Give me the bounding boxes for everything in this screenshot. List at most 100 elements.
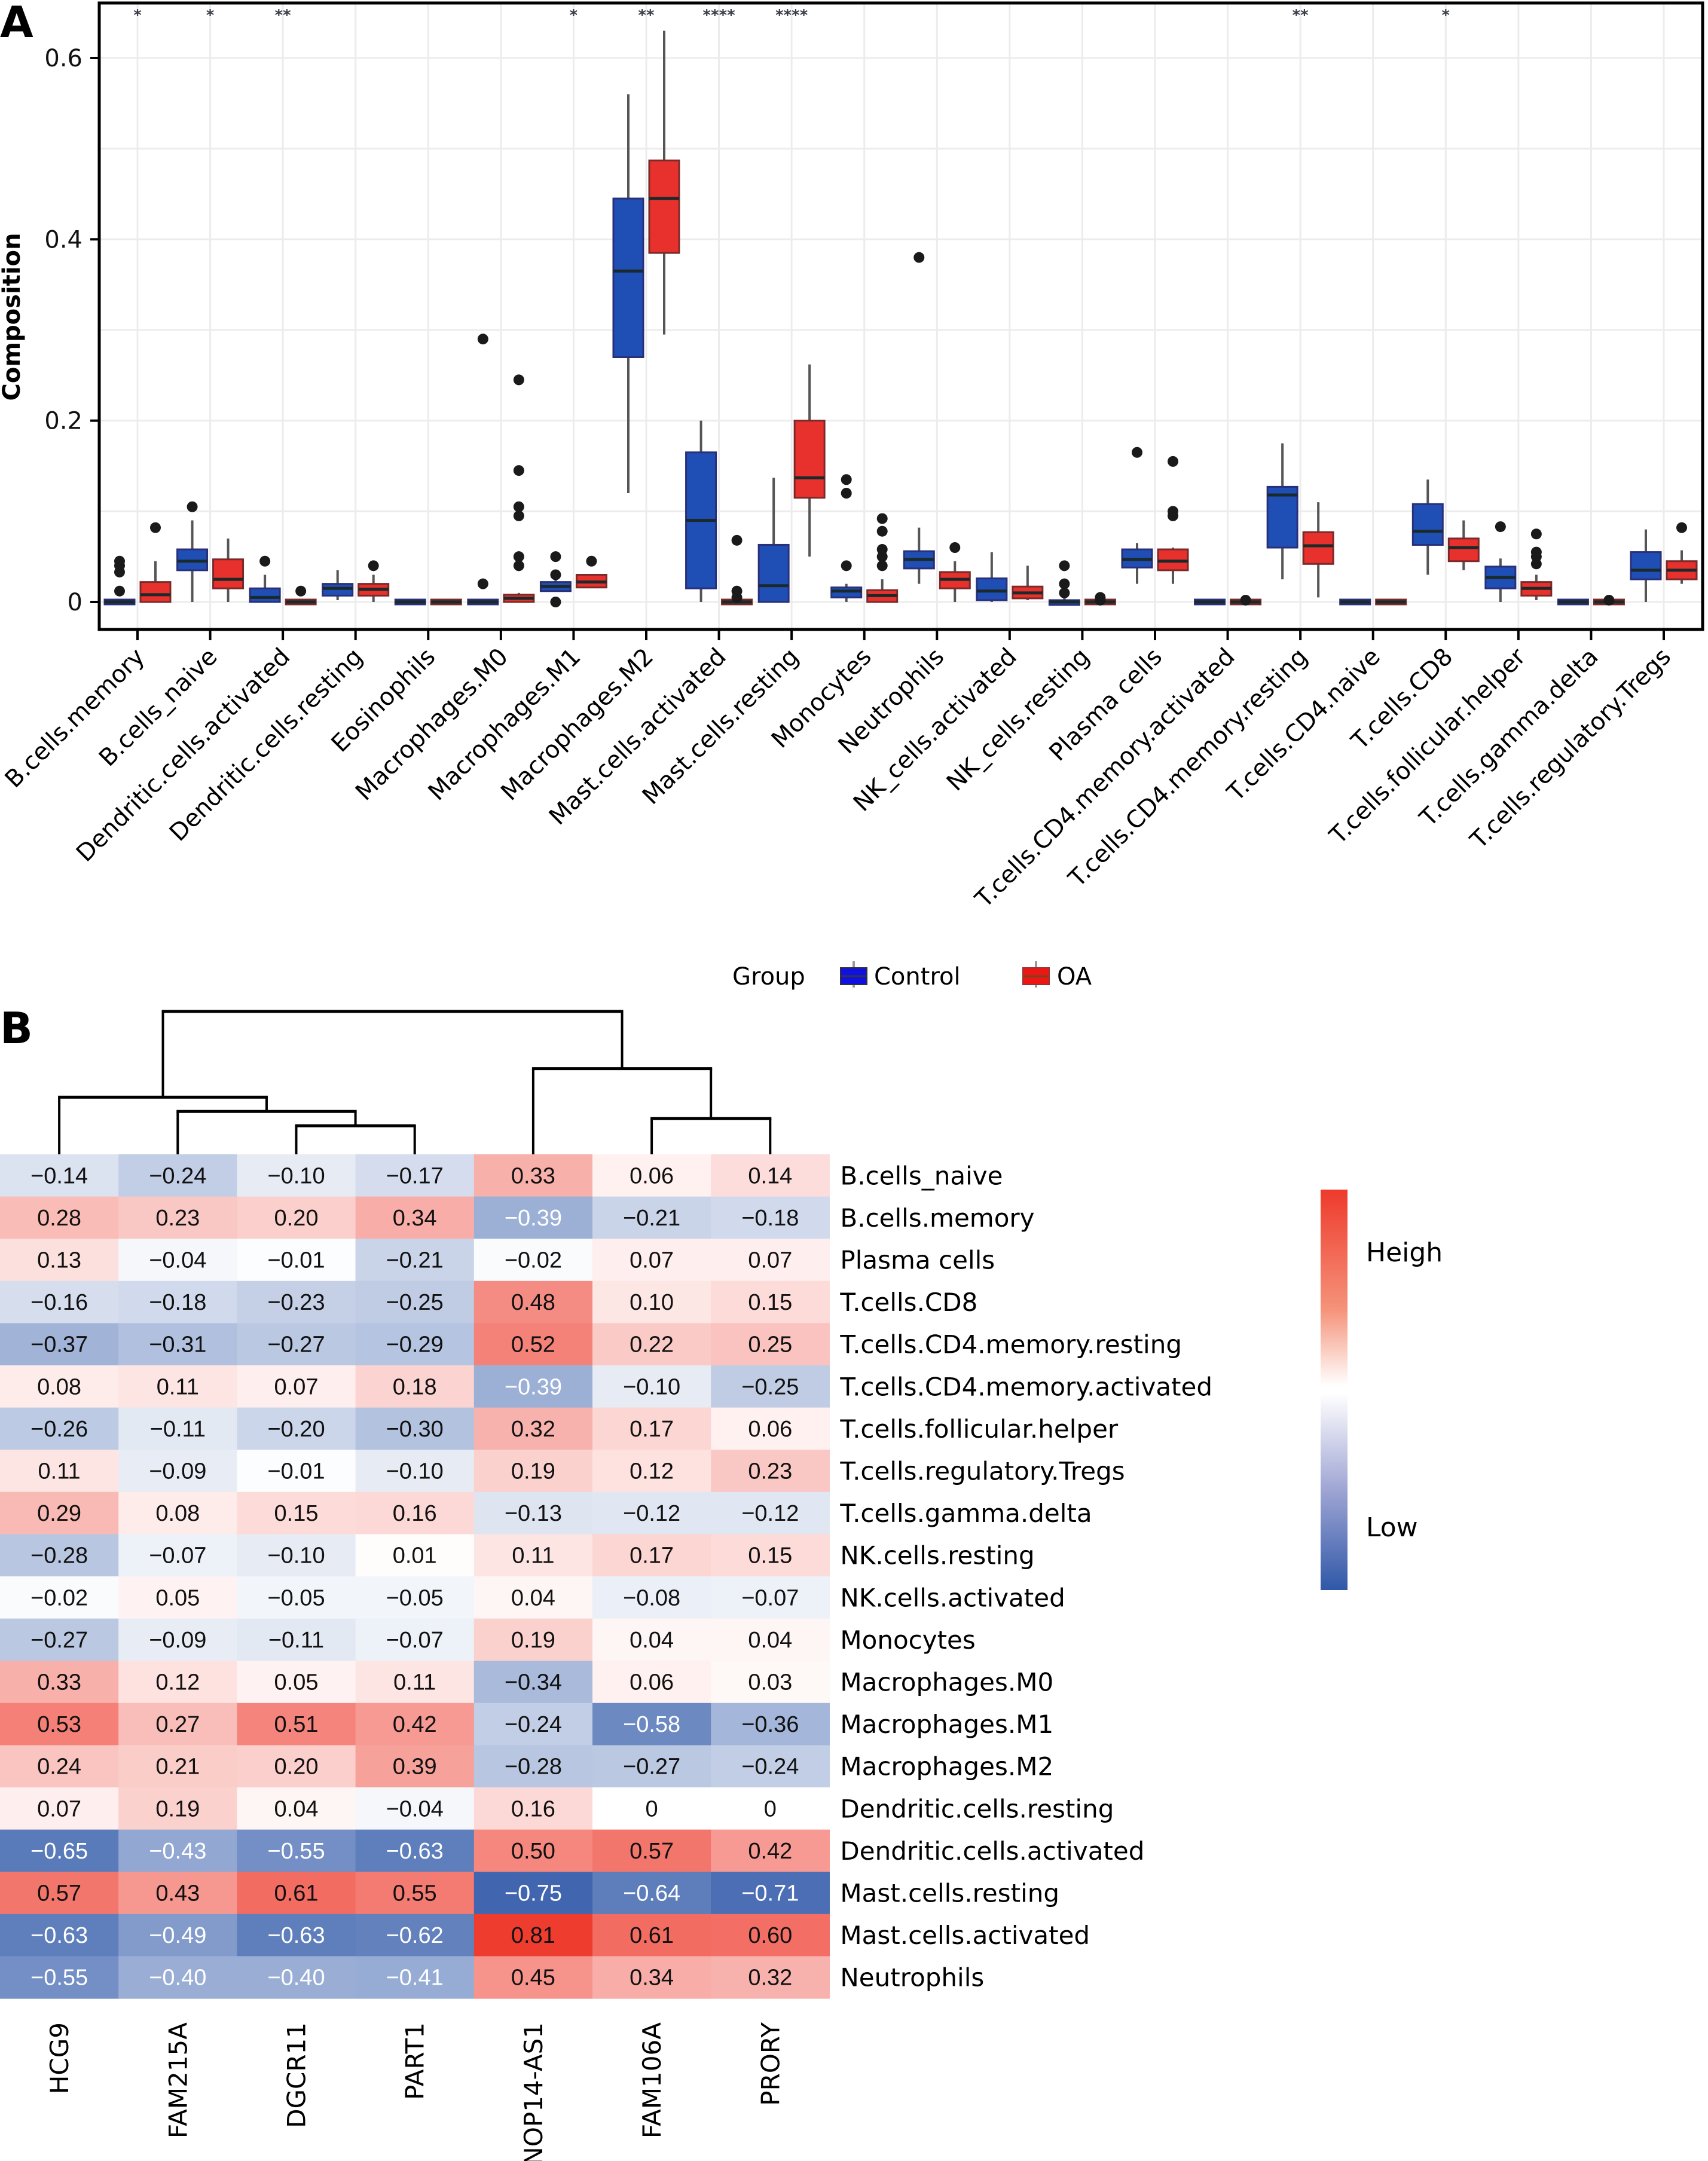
outlier-point: [876, 513, 888, 524]
cell-value: −0.12: [623, 1501, 680, 1526]
cell-value: −0.09: [149, 1459, 206, 1484]
heatmap-cell: [118, 1829, 237, 1872]
cell-value: 0.34: [393, 1206, 437, 1231]
cell-value: 0.07: [630, 1248, 674, 1273]
outlier-point: [513, 374, 524, 386]
outlier-point: [513, 465, 524, 476]
cell-value: 0.32: [748, 1966, 792, 1991]
cell-value: −0.26: [30, 1417, 88, 1442]
heatmap-cell: [592, 1829, 711, 1872]
cell-value: 0.15: [748, 1543, 792, 1569]
significance-label: *: [1441, 7, 1450, 25]
heatmap-cell: [0, 1576, 119, 1619]
heatmap-cell: [473, 1323, 593, 1366]
cell-value: −0.43: [149, 1839, 206, 1864]
heatmap-cell: [237, 1407, 356, 1450]
heatmap-cell: [592, 1787, 711, 1830]
box-control: [394, 598, 426, 606]
box-oa: [139, 522, 172, 603]
heatmap-cell: [711, 1576, 830, 1619]
cell-value: 0: [764, 1796, 777, 1821]
outlier-point: [731, 534, 743, 546]
heatmap-cell: [118, 1661, 237, 1704]
cell-value: 0.07: [37, 1796, 81, 1821]
outlier-point: [731, 585, 743, 597]
heatmap-cell: [592, 1914, 711, 1957]
cell-value: 0.43: [155, 1881, 200, 1906]
box-iqr: [1630, 551, 1662, 580]
cell-value: −0.41: [386, 1966, 444, 1991]
heatmap-cell: [237, 1534, 356, 1577]
outlier-point: [187, 501, 198, 512]
heatmap-cell: [473, 1829, 593, 1872]
cell-value: 0.55: [393, 1881, 437, 1906]
significance-label: *: [570, 7, 578, 25]
legend-item-control[interactable]: Control: [840, 961, 961, 991]
heatmap-cell: [711, 1872, 830, 1915]
heatmap-cell: [118, 1323, 237, 1366]
column-label: FAM106A: [637, 2022, 667, 2138]
row-label: Macrophages.M2: [840, 1752, 1053, 1781]
outlier-point: [368, 560, 379, 571]
cell-value: 0.14: [748, 1163, 792, 1188]
cell-value: −0.55: [30, 1966, 88, 1991]
cell-value: −0.37: [30, 1332, 88, 1358]
box-control: [1484, 521, 1517, 602]
heatmap-cell: [592, 1872, 711, 1915]
cell-value: −0.07: [741, 1585, 799, 1610]
cell-value: −0.08: [623, 1585, 680, 1610]
box-control: [903, 252, 935, 584]
cell-value: 0.04: [630, 1628, 674, 1653]
cell-value: −0.21: [386, 1248, 444, 1273]
cell-value: 0.05: [155, 1585, 200, 1610]
heatmap-cell: [237, 1576, 356, 1619]
box-control: [1630, 529, 1662, 602]
box-iqr: [139, 581, 172, 603]
outlier-point: [876, 560, 888, 571]
cell-value: 0.53: [37, 1712, 81, 1737]
significance-label: *: [133, 7, 142, 25]
heatmap-cell: [0, 1280, 119, 1324]
cell-value: −0.55: [267, 1839, 325, 1864]
heatmap-cell: [118, 1407, 237, 1450]
y-tick-label: 0: [68, 589, 83, 616]
heatmap-cell: [118, 1745, 237, 1788]
box-iqr: [793, 420, 826, 499]
outlier-point: [1495, 521, 1506, 533]
heatmap-cell: [473, 1407, 593, 1450]
box-control: [1411, 479, 1444, 575]
box-iqr: [249, 587, 281, 603]
y-tick-label: 0.2: [44, 408, 83, 435]
cell-value: −0.18: [741, 1206, 799, 1231]
cell-value: 0.05: [274, 1670, 319, 1695]
heatmap-cell: [0, 1787, 119, 1830]
cell-value: −0.27: [30, 1628, 88, 1653]
box-oa: [212, 538, 245, 602]
row-label: Neutrophils: [840, 1963, 984, 1992]
cell-value: 0.33: [37, 1670, 81, 1695]
outlier-point: [550, 597, 561, 607]
box-series: [103, 30, 1698, 607]
heatmap-cell: [0, 1829, 119, 1872]
heatmap-cell: [473, 1576, 593, 1619]
cell-value: 0.15: [748, 1290, 792, 1315]
legend-oa-label: OA: [1057, 963, 1092, 991]
heatmap-cell: [592, 1280, 711, 1324]
outlier-point: [1530, 528, 1542, 540]
heatmap-cell: [0, 1534, 119, 1577]
box-iqr: [1447, 537, 1480, 563]
cell-value: −0.01: [267, 1248, 325, 1273]
column-labels: HCG9 FAM215A DGCR11 PART1 NOP14-AS1 FAM106A PR…: [45, 2022, 785, 2161]
box-control: [976, 552, 1008, 602]
heatmap-cell: [473, 1956, 593, 1999]
heatmap-cell: [237, 1618, 356, 1661]
outlier-point: [295, 585, 307, 597]
heatmap-cell: [237, 1956, 356, 1999]
heatmap-cell: [592, 1576, 711, 1619]
cell-value: 0.15: [274, 1501, 319, 1526]
heatmap-cell: [237, 1872, 356, 1915]
legend-item-oa[interactable]: OA: [1022, 961, 1092, 991]
heatmap-cell: [711, 1450, 830, 1493]
cell-value: −0.29: [386, 1332, 444, 1358]
heatmap-cell: [592, 1365, 711, 1408]
